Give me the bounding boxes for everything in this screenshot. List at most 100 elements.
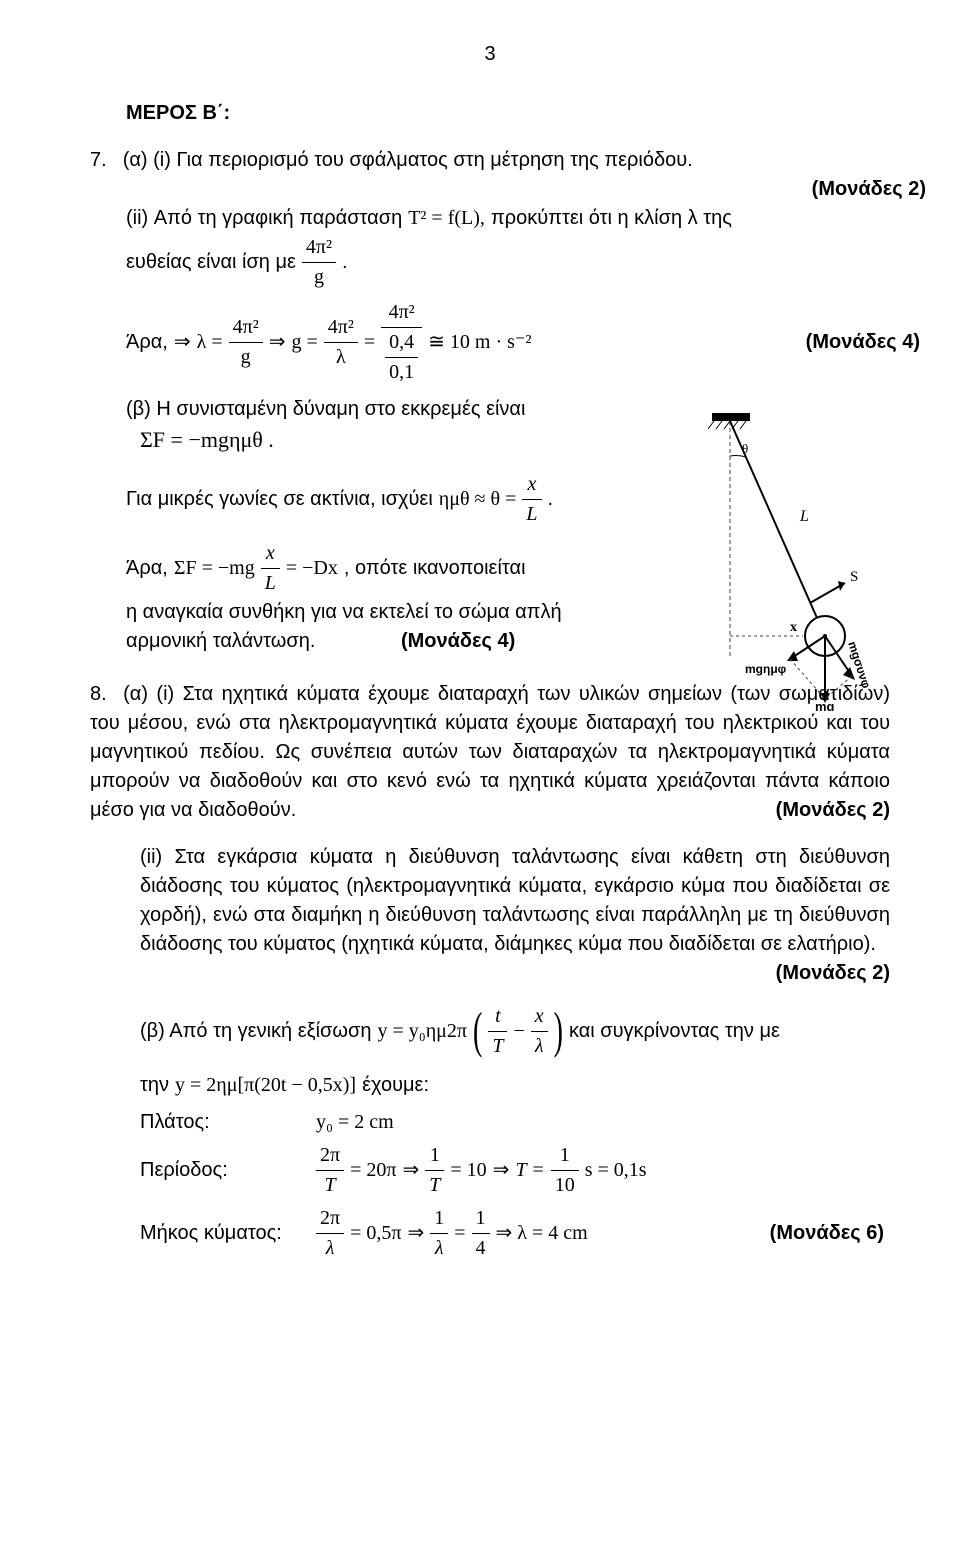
points-tag: (Μονάδες 4) [401, 630, 515, 652]
question-8: 8. (α) (i) Στα ηχητικά κύματα έχουμε δια… [90, 680, 890, 1263]
text: ≅ 10 m · s⁻² [428, 328, 531, 357]
text: s = 0,1s [585, 1156, 647, 1185]
numerator: 2π [316, 1141, 344, 1171]
arrow: ⇒ [408, 1219, 425, 1248]
dash2 [825, 676, 852, 699]
mgcos-label: mgσυνφ [845, 640, 873, 691]
numerator: 4π² [229, 313, 263, 343]
text: και συγκρίνοντας την με [569, 1017, 780, 1046]
arrow: ⇒ [269, 328, 286, 357]
numerator: 4π² [381, 298, 422, 328]
denominator: 0,4 0,1 [381, 328, 422, 387]
text: προκύπτει ότι η κλίση λ της [491, 204, 732, 233]
fraction: 4π² 0,4 0,1 [381, 298, 422, 387]
arrow: ⇒ [493, 1156, 510, 1185]
equation: T² = f(L), [408, 204, 485, 233]
equals: = [454, 1219, 465, 1248]
equation: y = y₀ημ2π [377, 1017, 467, 1046]
q8-b-lead: (β) Από τη γενική εξίσωση y = y₀ημ2π ( t… [140, 1002, 890, 1061]
fraction: 1 λ [430, 1204, 448, 1263]
text: Άρα, [126, 554, 168, 583]
q7-ara-line: Άρα, ⇒ λ = 4π² g ⇒ g = 4π² λ = 4π² 0,4 0… [126, 298, 926, 387]
fraction: 1 4 [472, 1204, 490, 1263]
numerator: 1 [430, 1204, 448, 1234]
mg-label: mg [815, 699, 835, 711]
numerator: 1 [425, 1141, 444, 1171]
fraction: x L [522, 470, 541, 529]
x-label: x [790, 620, 797, 635]
text: Άρα, [126, 328, 168, 357]
equation: = −Dx [286, 554, 338, 583]
q8-wavelength: Μήκος κύματος: 2π λ = 0,5π ⇒ 1 λ = 1 4 ⇒… [140, 1204, 890, 1263]
text: (β) Από τη γενική εξίσωση [140, 1017, 371, 1046]
fraction: t T [488, 1002, 507, 1061]
question-7: 7. (α) (i) Για περιορισμό του σφάλματος … [90, 146, 890, 656]
fraction: x L [261, 539, 280, 598]
label: Πλάτος: [140, 1108, 310, 1137]
text: . [342, 248, 348, 277]
text: = 0,5π [350, 1219, 401, 1248]
page: 3 ΜΕΡΟΣ Β΄: 7. (α) (i) Για περιορισμό το… [0, 0, 960, 1323]
arrow: ⇒ [174, 328, 191, 357]
text: αρμονική ταλάντωση. [126, 630, 315, 652]
numerator: 1 [551, 1141, 579, 1171]
denominator: 10 [551, 1171, 579, 1200]
text: . [548, 485, 554, 514]
q8-specific-eq: την y = 2ημ[π(20t − 0,5x)] έχουμε: [140, 1071, 890, 1100]
text: λ = [197, 328, 223, 357]
q7-a-i-text: (α) (i) Για περιορισμό του σφάλματος στη… [123, 146, 693, 175]
q8-p2: (ii) Στα εγκάρσια κύματα η διεύθυνση ταλ… [140, 843, 890, 959]
points-tag: (Μονάδες 4) [806, 328, 920, 357]
arrow: ⇒ [403, 1156, 420, 1185]
numerator: 1 [472, 1204, 490, 1234]
text: = 10 [450, 1156, 486, 1185]
q7-line1: 7. (α) (i) Για περιορισμό του σφάλματος … [90, 146, 890, 175]
section-title: ΜΕΡΟΣ Β΄: [126, 99, 890, 128]
theta-label: θ [742, 441, 748, 456]
denominator: λ [531, 1032, 548, 1061]
pendulum-svg: θ L S x mg mgημφ [670, 411, 890, 711]
text: ευθείας είναι ίση με [126, 248, 296, 277]
numerator: 4π² [324, 313, 358, 343]
points-tag: (Μονάδες 2) [812, 175, 926, 204]
points-tag: (Μονάδες 6) [770, 1219, 884, 1248]
paren-icon: ( [473, 997, 482, 1070]
points-tag: (Μονάδες 2) [776, 959, 890, 988]
text: T = [515, 1156, 544, 1185]
q7-number: 7. [90, 146, 107, 175]
fraction: 0,4 0,1 [385, 328, 418, 387]
numerator: x [261, 539, 280, 569]
q8-period: Περίοδος: 2π T = 20π ⇒ 1 T = 10 ⇒ T = 1 … [140, 1141, 890, 1200]
denominator: T [488, 1032, 507, 1061]
fraction: 2π λ [316, 1204, 344, 1263]
text: την [140, 1071, 169, 1100]
q8-number: 8. [90, 683, 107, 705]
q7-conclusion-1: η αναγκαία συνθήκη για να εκτελεί το σώμ… [126, 598, 686, 627]
q7-a-ii-line1: (ii) Από τη γραφική παράσταση T² = f(L),… [126, 204, 926, 233]
q8-tag2-row: (Μονάδες 2) [140, 959, 890, 988]
denominator: T [425, 1171, 444, 1200]
denominator: λ [316, 1234, 344, 1263]
minus: − [513, 1017, 524, 1046]
denominator: 4 [472, 1234, 490, 1263]
L-label: L [799, 508, 809, 525]
fraction: 4π² g [302, 233, 336, 292]
numerator: 2π [316, 1204, 344, 1234]
denominator: λ [430, 1234, 448, 1263]
denominator: g [302, 263, 336, 292]
fraction: 1 10 [551, 1141, 579, 1200]
q7-tag1-row: (Μονάδες 2) [126, 175, 926, 204]
mgsin-label: mgημφ [745, 662, 787, 676]
equals: = [364, 328, 375, 357]
numerator: 4π² [302, 233, 336, 263]
fraction: 4π² g [229, 313, 263, 372]
denominator: T [316, 1171, 344, 1200]
text: (β) Η συνισταμένη δύναμη στο εκκρεμές εί… [126, 398, 525, 420]
fraction: 4π² λ [324, 313, 358, 372]
text: Για μικρές γωνίες σε ακτίνια, ισχύει [126, 485, 433, 514]
denominator: L [522, 500, 541, 529]
label: Περίοδος: [140, 1156, 310, 1185]
text: = 20π [350, 1156, 396, 1185]
fraction: x λ [531, 1002, 548, 1061]
text: ⇒ λ = 4 cm [496, 1219, 588, 1248]
